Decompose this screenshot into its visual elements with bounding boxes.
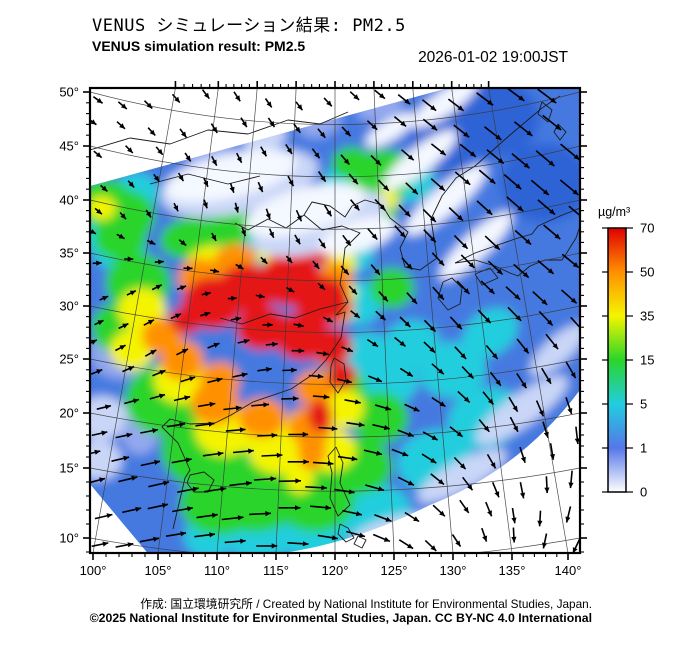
svg-text:35: 35 bbox=[640, 309, 654, 324]
svg-text:20°: 20° bbox=[59, 406, 79, 421]
svg-text:35°: 35° bbox=[59, 246, 79, 261]
svg-text:50: 50 bbox=[640, 265, 654, 280]
svg-text:135°: 135° bbox=[499, 563, 526, 578]
credit-line: 作成: 国立環境研究所 / Created by National Instit… bbox=[140, 597, 592, 611]
page-title-japanese: VENUS シミュレーション結果: PM2.5 bbox=[92, 16, 406, 36]
map-frame bbox=[83, 81, 587, 560]
svg-text:140°: 140° bbox=[555, 563, 582, 578]
graticule bbox=[90, 88, 580, 553]
svg-text:105°: 105° bbox=[145, 563, 172, 578]
svg-text:120°: 120° bbox=[322, 563, 349, 578]
svg-text:5: 5 bbox=[640, 397, 647, 412]
svg-text:45°: 45° bbox=[59, 139, 79, 154]
svg-text:0: 0 bbox=[640, 485, 647, 500]
svg-text:110°: 110° bbox=[204, 563, 230, 578]
svg-text:100°: 100° bbox=[80, 563, 107, 578]
simulation-timestamp: 2026-01-02 19:00JST bbox=[418, 49, 568, 66]
svg-text:40°: 40° bbox=[59, 193, 79, 208]
svg-text:115°: 115° bbox=[263, 563, 289, 578]
colorbar-unit: µg/m³ bbox=[598, 205, 630, 219]
svg-text:25°: 25° bbox=[59, 352, 79, 367]
svg-text:15°: 15° bbox=[59, 461, 79, 476]
svg-text:10°: 10° bbox=[59, 531, 79, 546]
copyright-line: ©2025 National Institute for Environment… bbox=[89, 611, 592, 625]
svg-text:50°: 50° bbox=[59, 85, 79, 100]
axis-labels: 100° 105° 110° 115° 120° 125° 130° 135° 140° 50° 4… bbox=[59, 85, 581, 579]
map-plot: 100° 105° 110° 115° 120° 125° 130° 135° 140° 50° 4… bbox=[59, 81, 587, 579]
wind-arrows bbox=[90, 88, 580, 553]
svg-text:15: 15 bbox=[640, 353, 654, 368]
svg-text:30°: 30° bbox=[59, 299, 79, 314]
svg-text:1: 1 bbox=[640, 441, 647, 456]
svg-text:125°: 125° bbox=[381, 563, 408, 578]
svg-text:70: 70 bbox=[640, 221, 654, 236]
page-title-english: VENUS simulation result: PM2.5 bbox=[92, 38, 306, 54]
svg-text:130°: 130° bbox=[440, 563, 467, 578]
